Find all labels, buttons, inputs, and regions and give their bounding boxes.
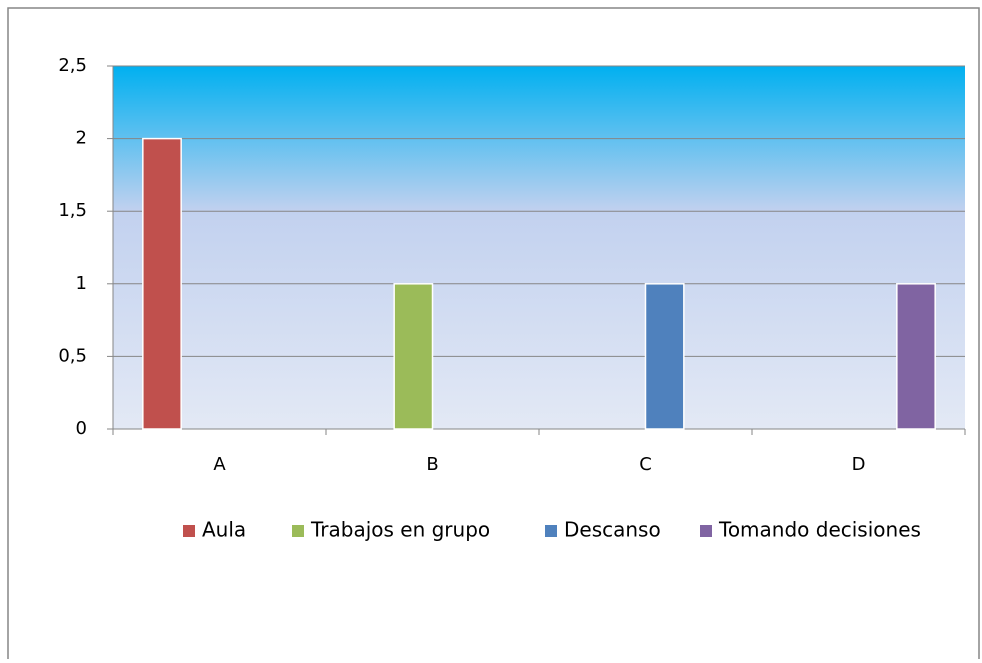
bar <box>142 137 182 430</box>
legend-swatch <box>183 525 195 537</box>
legend-swatch <box>292 525 304 537</box>
y-tick-label: 0,5 <box>58 345 87 366</box>
legend-label: Aula <box>202 518 246 542</box>
y-tick-label: 1,5 <box>58 200 87 221</box>
y-tick-label: 2,5 <box>58 55 87 76</box>
y-tick-label: 1 <box>76 273 87 294</box>
legend-label: Tomando decisiones <box>718 518 921 542</box>
bar <box>393 283 434 430</box>
y-tick-label: 2 <box>76 128 87 149</box>
x-tick-label: C <box>639 454 652 475</box>
bar <box>896 283 936 430</box>
x-tick-label: D <box>852 454 866 475</box>
legend-swatch <box>545 525 557 537</box>
legend-swatch <box>700 525 712 537</box>
x-tick-label: B <box>426 454 438 475</box>
chart-frame <box>7 7 980 663</box>
plot-area <box>113 66 965 429</box>
x-tick-label: A <box>213 454 226 475</box>
legend-label: Descanso <box>564 518 661 542</box>
y-tick-label: 0 <box>76 418 87 439</box>
legend-label: Trabajos en grupo <box>310 518 490 542</box>
bar <box>644 283 685 430</box>
